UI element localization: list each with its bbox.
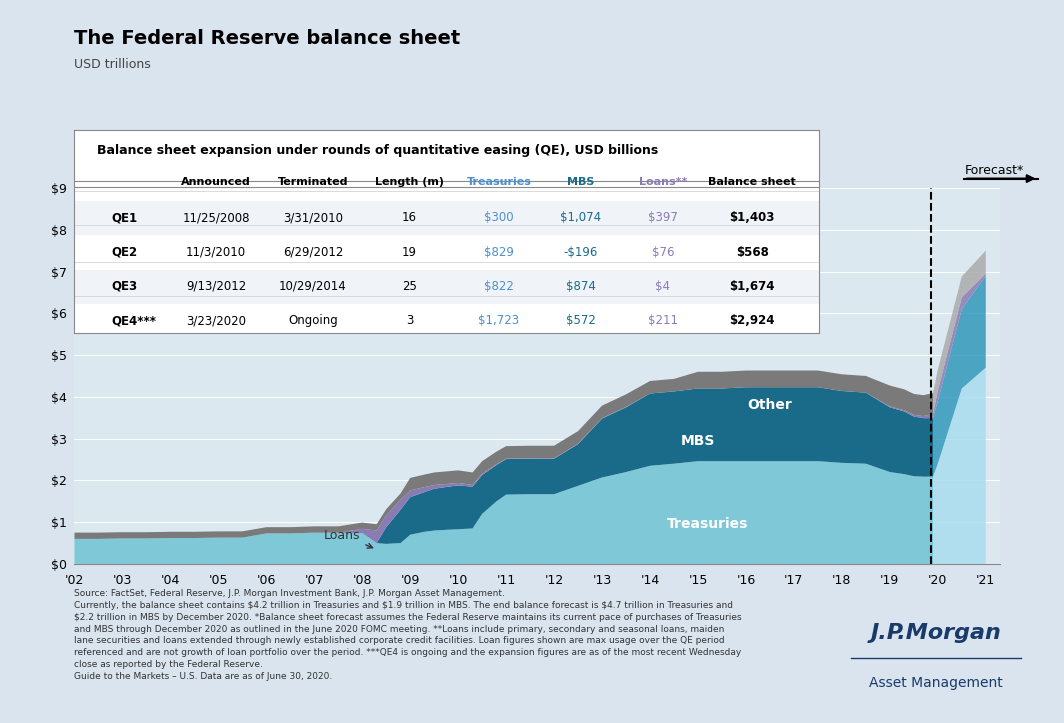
Text: USD trillions: USD trillions — [74, 58, 151, 71]
Text: Forecast*: Forecast* — [965, 164, 1025, 177]
Text: Asset Management: Asset Management — [869, 676, 1003, 690]
Text: 3: 3 — [406, 315, 413, 328]
Text: Loans**: Loans** — [638, 176, 687, 187]
Text: QE3: QE3 — [112, 280, 138, 293]
Text: $4: $4 — [655, 280, 670, 293]
Text: 10/29/2014: 10/29/2014 — [279, 280, 347, 293]
Text: $211: $211 — [648, 315, 678, 328]
Text: QE4***: QE4*** — [112, 315, 156, 328]
Text: $76: $76 — [651, 246, 675, 259]
Text: $822: $822 — [484, 280, 514, 293]
Text: 25: 25 — [402, 280, 417, 293]
Text: $1,674: $1,674 — [730, 280, 775, 293]
Text: J.P.Morgan: J.P.Morgan — [870, 623, 1002, 643]
Text: $300: $300 — [484, 211, 514, 224]
Text: $1,723: $1,723 — [479, 315, 519, 328]
Text: $572: $572 — [566, 315, 596, 328]
Text: $1,074: $1,074 — [561, 211, 601, 224]
Text: 6/29/2012: 6/29/2012 — [283, 246, 343, 259]
Text: Announced: Announced — [181, 176, 251, 187]
Text: Treasuries: Treasuries — [667, 518, 748, 531]
Text: $568: $568 — [736, 246, 768, 259]
Text: The Federal Reserve balance sheet: The Federal Reserve balance sheet — [74, 29, 461, 48]
Text: $397: $397 — [648, 211, 678, 224]
Text: Terminated: Terminated — [278, 176, 348, 187]
Text: 3/31/2010: 3/31/2010 — [283, 211, 343, 224]
Text: Balance sheet expansion under rounds of quantitative easing (QE), USD billions: Balance sheet expansion under rounds of … — [97, 145, 658, 158]
Bar — [74, 270, 819, 304]
Text: 11/25/2008: 11/25/2008 — [182, 211, 250, 224]
Text: $829: $829 — [484, 246, 514, 259]
Text: QE2: QE2 — [112, 246, 138, 259]
Text: 3/23/2020: 3/23/2020 — [186, 315, 246, 328]
FancyArrowPatch shape — [967, 175, 1033, 182]
Text: MBS: MBS — [567, 176, 595, 187]
Text: Length (m): Length (m) — [376, 176, 444, 187]
Text: QE1: QE1 — [112, 211, 138, 224]
Bar — [74, 201, 819, 236]
Text: Balance sheet: Balance sheet — [709, 176, 796, 187]
Text: $1,403: $1,403 — [730, 211, 775, 224]
Text: -$196: -$196 — [564, 246, 598, 259]
Text: $2,924: $2,924 — [730, 315, 775, 328]
Text: Treasuries: Treasuries — [467, 176, 531, 187]
Text: 9/13/2012: 9/13/2012 — [186, 280, 246, 293]
Text: 11/3/2010: 11/3/2010 — [186, 246, 246, 259]
Text: Source: FactSet, Federal Reserve, J.P. Morgan Investment Bank, J.P. Morgan Asset: Source: FactSet, Federal Reserve, J.P. M… — [74, 589, 742, 681]
Text: 16: 16 — [402, 211, 417, 224]
Text: $874: $874 — [566, 280, 596, 293]
Text: Other: Other — [748, 398, 793, 412]
Text: Ongoing: Ongoing — [288, 315, 337, 328]
Text: Loans: Loans — [323, 529, 372, 548]
Text: 19: 19 — [402, 246, 417, 259]
Text: MBS: MBS — [681, 434, 715, 448]
